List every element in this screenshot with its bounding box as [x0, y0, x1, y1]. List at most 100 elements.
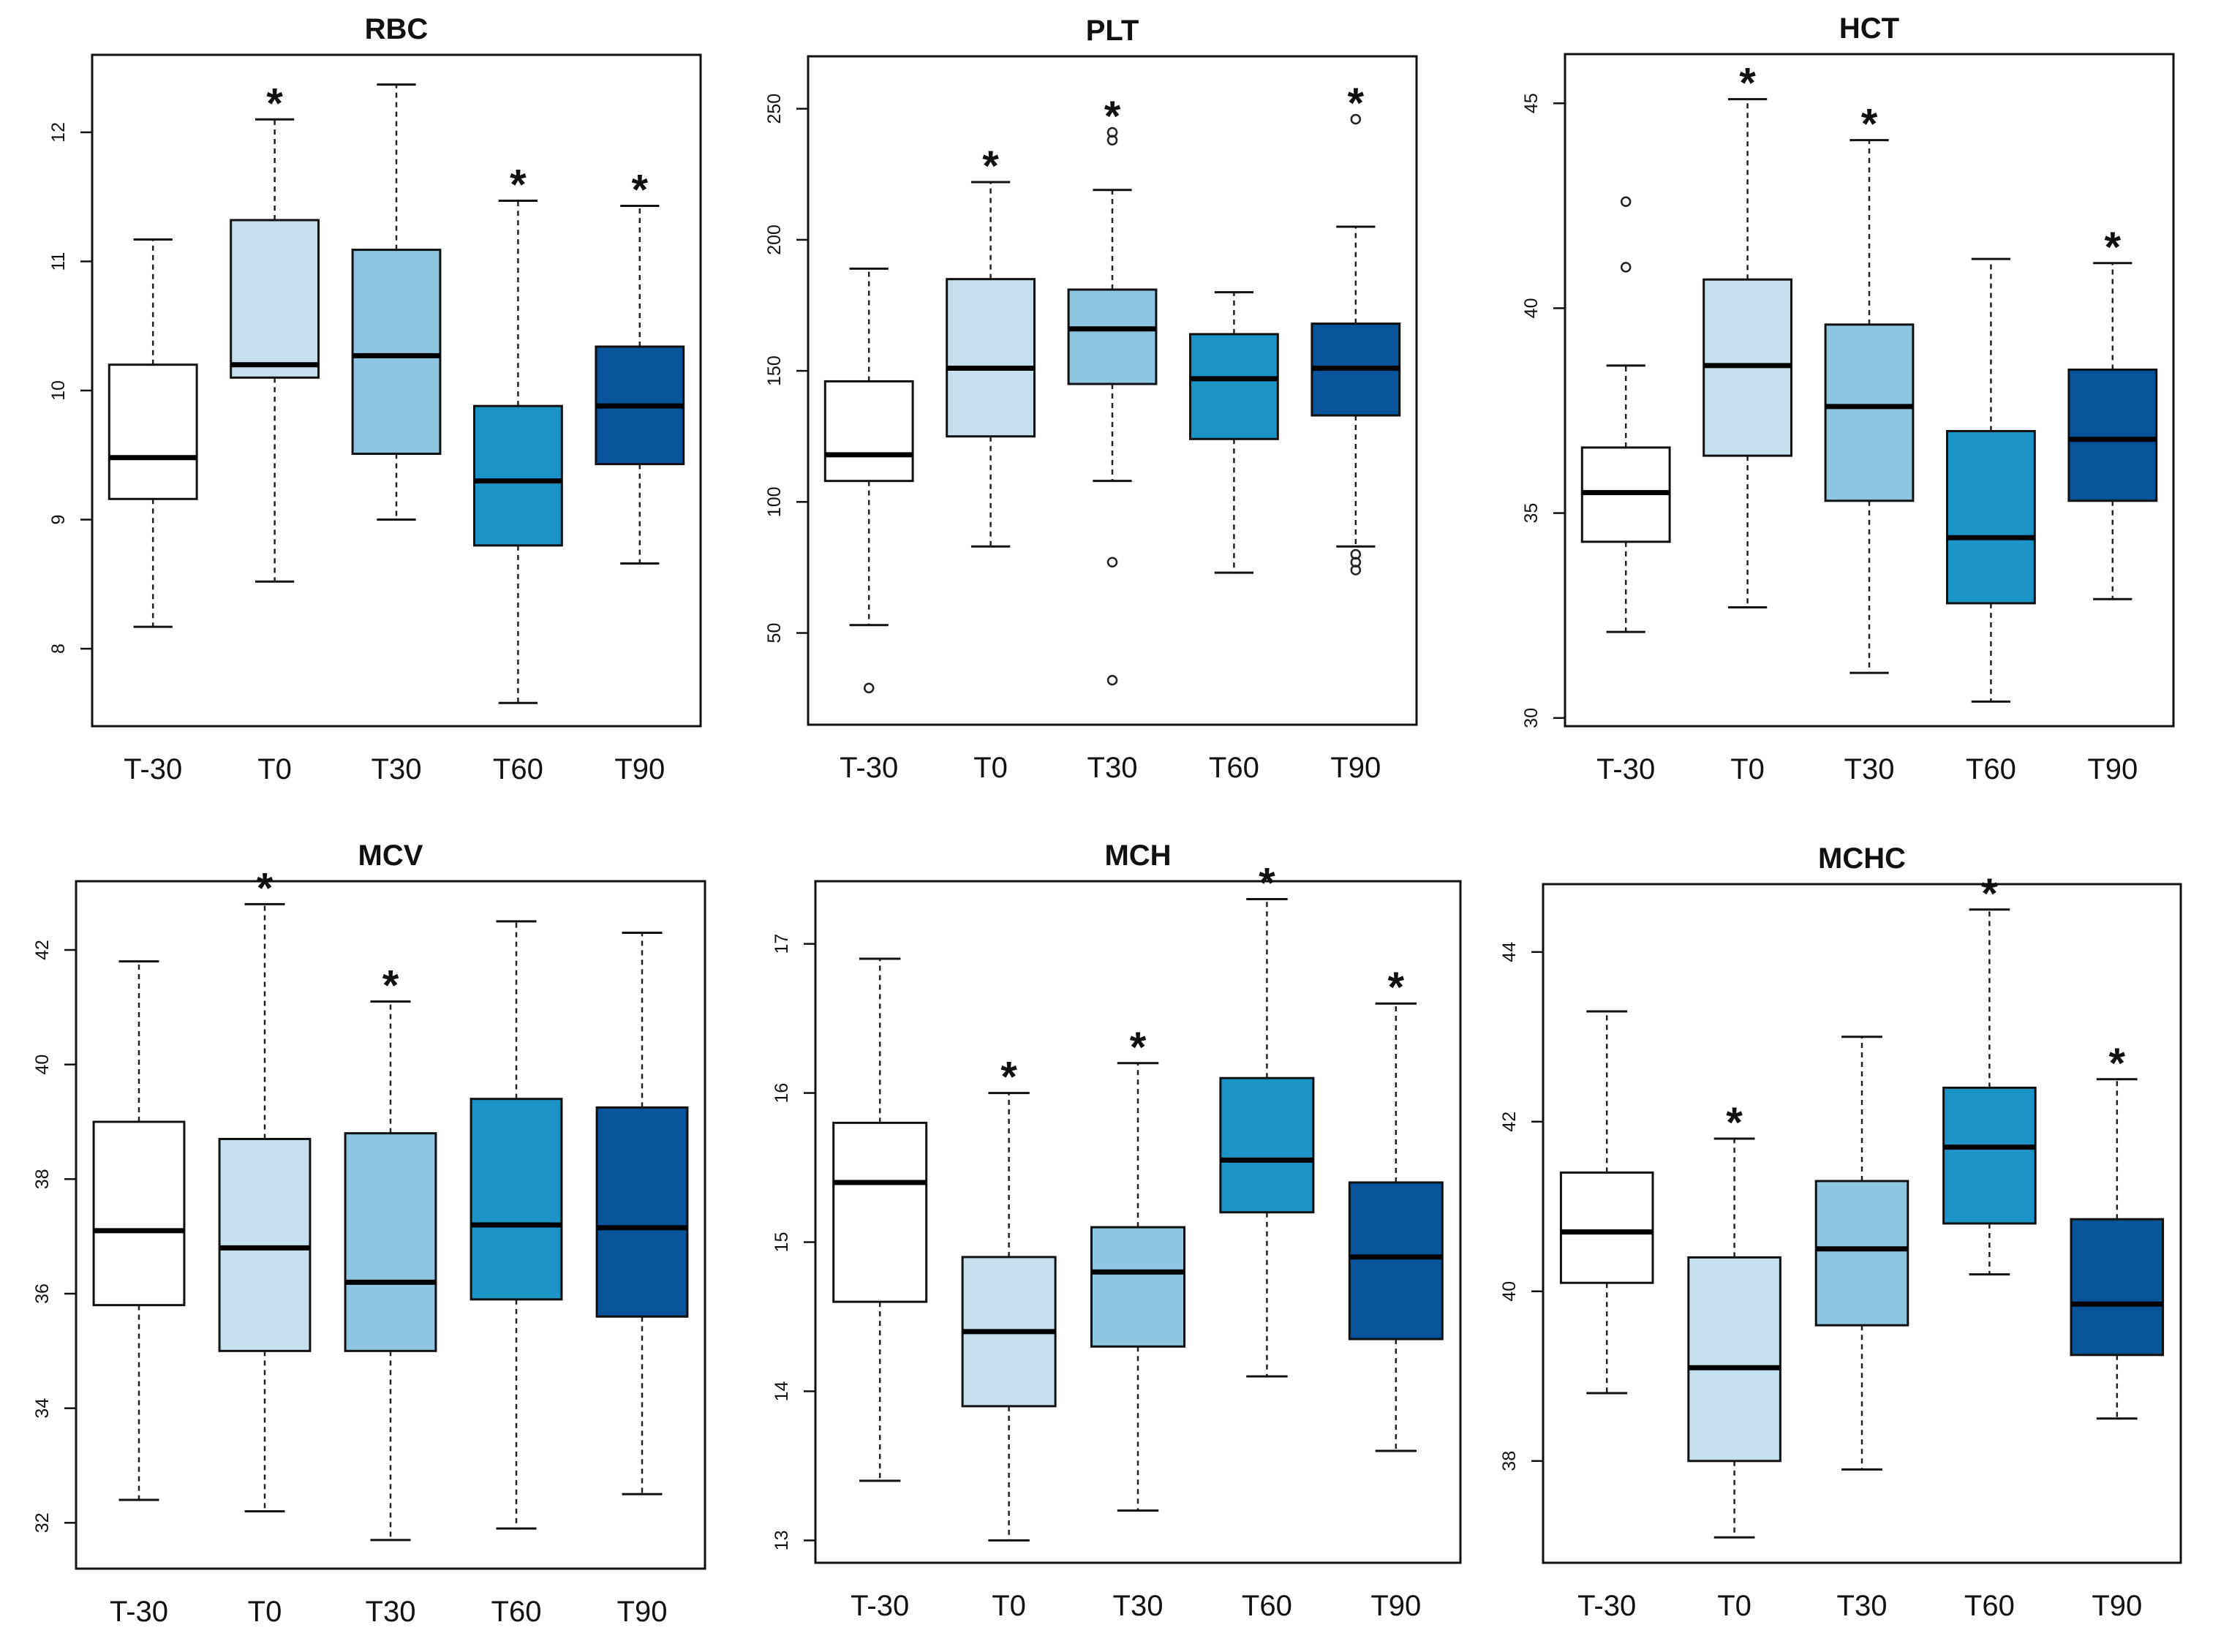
rbc-x-label-t90: T90 [614, 753, 665, 785]
hct-x-label-t30: T-30 [1596, 753, 1655, 785]
mchc-y-tick-label: 40 [1499, 1281, 1520, 1302]
plt-box-t30 [1067, 288, 1158, 385]
mcv-x-label-t60: T60 [491, 1596, 542, 1628]
hct-y-tick-label: 40 [1521, 298, 1542, 319]
rbc-y-tick-label: 8 [48, 644, 69, 654]
mch-chart-title: MCH [1104, 840, 1171, 872]
mch-x-label-t60: T60 [1242, 1590, 1292, 1622]
rbc-significance-star-t90: * [632, 167, 649, 214]
mch-significance-star-t0: * [1000, 1054, 1017, 1101]
plt-significance-star-t30: * [1104, 93, 1121, 140]
rbc-box-t60 [472, 404, 563, 547]
mcv-y-tick-label: 36 [32, 1283, 53, 1304]
mchc-x-label-t30: T30 [1837, 1590, 1888, 1622]
mchc-significance-star-t90: * [2109, 1040, 2126, 1087]
mch-y-tick-label: 16 [772, 1083, 792, 1104]
mchc-x-label-t60: T60 [1964, 1590, 2015, 1622]
mch-significance-star-t30: * [1130, 1024, 1147, 1071]
mch-y-tick-label: 13 [772, 1531, 792, 1551]
rbc-y-tick-label: 12 [48, 122, 69, 143]
mch-y-tick-label: 14 [772, 1381, 792, 1401]
plt-plot-frame [807, 55, 1418, 726]
hct-outlier-t30 [1620, 196, 1632, 207]
mch-y-tick-label: 17 [772, 934, 792, 954]
hct-x-label-t0: T0 [1730, 753, 1765, 785]
plt-x-label-t0: T0 [973, 752, 1008, 784]
mchc-y-tick-label: 42 [1499, 1112, 1520, 1132]
mchc-x-label-t0: T0 [1717, 1590, 1751, 1622]
plt-x-label-t30: T30 [1087, 752, 1138, 784]
mch-x-label-t90: T90 [1370, 1590, 1421, 1622]
hct-y-tick-label: 45 [1521, 93, 1542, 113]
mcv-y-tick-label: 42 [32, 940, 53, 960]
rbc-chart-title: RBC [365, 13, 429, 45]
mchc-panel: MCHC 38 40 42 44 T-30 * T0 T30 * T60 * T90 [1499, 842, 2182, 1622]
plt-outlier-t30 [1106, 127, 1118, 138]
hct-significance-star-t90: * [2105, 224, 2122, 271]
mch-box-t30 [832, 1121, 928, 1303]
mcv-box-t30 [92, 1120, 186, 1307]
hct-significance-star-t0: * [1739, 60, 1756, 108]
hct-x-label-t60: T60 [1966, 753, 2016, 785]
plt-x-label-t60: T60 [1209, 752, 1259, 784]
hct-box-t30 [1824, 323, 1915, 502]
mchc-box-t30 [1814, 1180, 1909, 1327]
plt-outlier-t30 [1106, 674, 1118, 686]
mchc-box-t30 [1559, 1171, 1654, 1284]
mch-y-tick-label: 15 [772, 1232, 792, 1253]
plt-significance-star-t0: * [982, 143, 999, 190]
rbc-box-t30 [351, 249, 442, 456]
mchc-box-t90 [2070, 1218, 2165, 1357]
rbc-significance-star-t0: * [266, 80, 283, 127]
plt-y-tick-label: 200 [764, 225, 785, 255]
rbc-significance-star-t60: * [510, 161, 527, 208]
rbc-x-label-t0: T0 [257, 753, 292, 785]
plt-y-tick-label: 250 [764, 94, 785, 124]
plt-y-tick-label: 100 [764, 486, 785, 517]
plt-x-label-t30: T-30 [840, 752, 898, 784]
mcv-y-tick-label: 40 [32, 1055, 53, 1075]
plt-y-tick-label: 150 [764, 355, 785, 386]
plt-panel: PLT 50 100 150 200 250 T-30 * T0 * T30 T60 * T90 [764, 15, 1418, 784]
plt-box-t0 [946, 278, 1036, 438]
mcv-box-t60 [470, 1098, 563, 1301]
mchc-y-tick-label: 44 [1499, 942, 1520, 962]
mchc-significance-star-t60: * [1981, 870, 1998, 918]
mcv-x-label-t90: T90 [617, 1596, 668, 1628]
mch-significance-star-t60: * [1259, 859, 1275, 907]
rbc-x-label-t30: T30 [372, 753, 422, 785]
mchc-box-t60 [1942, 1086, 2037, 1225]
plt-chart-title: PLT [1086, 15, 1139, 47]
rbc-panel: RBC 8 9 10 11 12 T-30 * T0 T30 * T60 * T90 [48, 13, 702, 785]
mcv-significance-star-t0: * [257, 864, 274, 912]
hct-box-t90 [2067, 368, 2158, 502]
plt-x-label-t90: T90 [1330, 752, 1381, 784]
plt-outlier-t90 [1350, 548, 1362, 560]
rbc-box-t30 [108, 363, 198, 500]
hct-y-tick-label: 35 [1521, 503, 1542, 524]
mchc-plot-frame [1542, 883, 2182, 1564]
mcv-panel: MCV 32 34 36 38 40 42 T-30 * T0 * T30 T60 T90 [32, 840, 706, 1628]
mchc-x-label-t30: T-30 [1577, 1590, 1636, 1622]
hct-outlier-t30 [1620, 262, 1632, 273]
mch-significance-star-t90: * [1388, 964, 1405, 1011]
mchc-x-label-t90: T90 [2092, 1590, 2142, 1622]
mchc-significance-star-t0: * [1726, 1099, 1743, 1147]
mch-x-label-t30: T30 [1113, 1590, 1164, 1622]
mchc-chart-title: MCHC [1818, 842, 1906, 875]
mchc-y-tick-label: 38 [1499, 1451, 1520, 1471]
mch-plot-frame [814, 880, 1462, 1564]
mchc-box-t0 [1687, 1256, 1781, 1463]
mcv-x-label-t0: T0 [248, 1596, 282, 1628]
rbc-y-tick-label: 11 [48, 252, 69, 271]
plt-box-t60 [1188, 333, 1279, 440]
mch-box-t90 [1348, 1181, 1444, 1340]
mcv-plot-frame [75, 880, 706, 1570]
rbc-box-t0 [230, 219, 320, 379]
mcv-x-label-t30: T-30 [110, 1596, 168, 1628]
hct-panel: HCT 30 35 40 45 T-30 * T0 * T30 T60 * T90 [1521, 12, 2175, 785]
hct-plot-frame [1564, 53, 2175, 728]
hct-y-tick-label: 30 [1521, 708, 1542, 728]
rbc-x-label-t60: T60 [493, 753, 543, 785]
